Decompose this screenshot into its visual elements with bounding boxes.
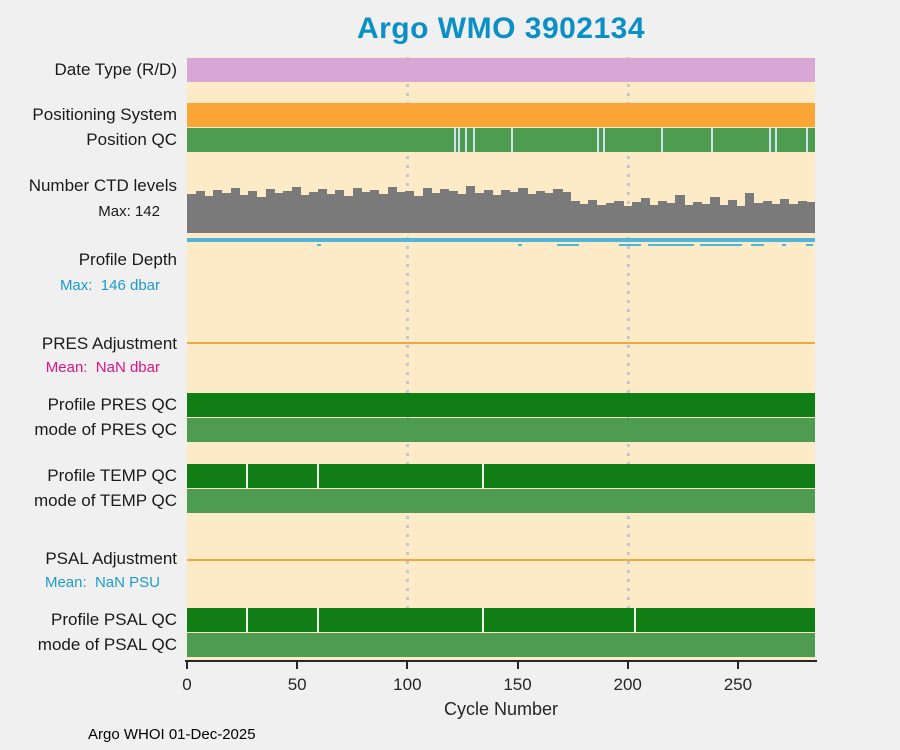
profile-depth-max-label: Max: 146 dbar — [59, 276, 160, 294]
x-tick-label: 50 — [287, 675, 307, 694]
profile-pres-qc-label: Profile PRES QC — [47, 395, 177, 414]
qc-flag-tick — [458, 128, 461, 152]
ctd-levels-max-label: Max: 142 — [98, 202, 160, 220]
pres-adjustment-label: PRES Adjustment — [41, 334, 177, 353]
mode-temp-qc-band — [187, 489, 815, 513]
profile-depth-line — [187, 238, 815, 242]
mode-psal-qc-band — [187, 633, 815, 657]
mode-psal-qc-label: mode of PSAL QC — [37, 635, 177, 654]
ctd-levels-histogram — [187, 186, 816, 233]
profile-temp-qc-band — [187, 464, 815, 488]
profile-psal-qc-label: Profile PSAL QC — [51, 610, 177, 629]
psal-adjustment-line — [187, 559, 815, 561]
positioning-system-label: Positioning System — [32, 105, 177, 124]
x-tick-label: 150 — [503, 675, 532, 694]
depth-anomaly-mark — [517, 244, 522, 246]
positioning-system-band — [187, 103, 815, 127]
profile-temp-qc-label: Profile TEMP QC — [47, 466, 177, 485]
position-qc-label: Position QC — [86, 130, 177, 149]
x-tick-label: 0 — [182, 675, 192, 694]
depth-anomaly-mark — [806, 244, 813, 246]
depth-anomaly-mark — [618, 244, 641, 246]
qc-flag-tick — [317, 464, 319, 488]
figure-footer: Argo WHOI 01-Dec-2025 — [88, 726, 256, 743]
qc-flag-tick — [453, 128, 456, 152]
qc-flag-tick — [510, 128, 513, 152]
date-type-band — [187, 58, 815, 82]
depth-anomaly-mark — [317, 244, 322, 246]
qc-flag-tick — [317, 608, 319, 632]
x-tick-label: 200 — [613, 675, 642, 694]
mode-pres-qc-band — [187, 418, 815, 442]
depth-anomaly-mark — [647, 244, 694, 246]
mode-pres-qc-label: mode of PRES QC — [34, 420, 177, 439]
psal-adjustment-mean-label: Mean: NaN PSU — [44, 573, 160, 591]
qc-flag-tick — [246, 464, 249, 488]
qc-flag-tick — [775, 128, 778, 152]
date-type-label: Date Type (R/D) — [54, 60, 177, 79]
qc-flag-tick — [660, 128, 663, 152]
qc-flag-tick — [246, 608, 249, 632]
qc-flag-tick — [464, 128, 467, 152]
vertical-gridlines — [187, 57, 815, 660]
qc-flag-tick — [482, 608, 485, 632]
ctd-levels-label: Number CTD levels — [28, 176, 177, 195]
qc-flag-tick — [711, 128, 714, 152]
depth-anomaly-mark — [751, 244, 765, 246]
profile-depth-label: Profile Depth — [78, 250, 177, 269]
qc-flag-tick — [603, 128, 606, 152]
profile-depth-row — [187, 238, 815, 248]
qc-flag-tick — [806, 128, 809, 152]
mode-temp-qc-label: mode of TEMP QC — [34, 491, 177, 510]
psal-adjustment-label: PSAL Adjustment — [45, 549, 177, 568]
qc-flag-tick — [596, 128, 599, 152]
page-title: Argo WMO 3902134 — [356, 12, 646, 45]
qc-flag-tick — [473, 128, 476, 152]
depth-anomaly-mark — [700, 244, 743, 246]
x-axis-ticks: 0 50 100 150 200 250 — [182, 662, 815, 702]
pres-adjustment-line — [187, 342, 815, 344]
pres-adjustment-mean-label: Mean: NaN dbar — [45, 358, 160, 376]
qc-flag-tick — [634, 608, 637, 632]
x-tick-label: 250 — [723, 675, 753, 694]
profile-psal-qc-band — [187, 608, 815, 632]
x-axis-line — [185, 660, 817, 662]
depth-anomaly-mark — [557, 244, 580, 246]
qc-flag-tick — [768, 128, 771, 152]
x-axis-label: Cycle Number — [443, 699, 559, 719]
depth-anomaly-mark — [781, 244, 787, 246]
profile-pres-qc-band — [187, 393, 815, 417]
qc-flag-tick — [482, 464, 485, 488]
x-tick-label: 100 — [393, 675, 422, 694]
position-qc-band — [187, 128, 815, 152]
